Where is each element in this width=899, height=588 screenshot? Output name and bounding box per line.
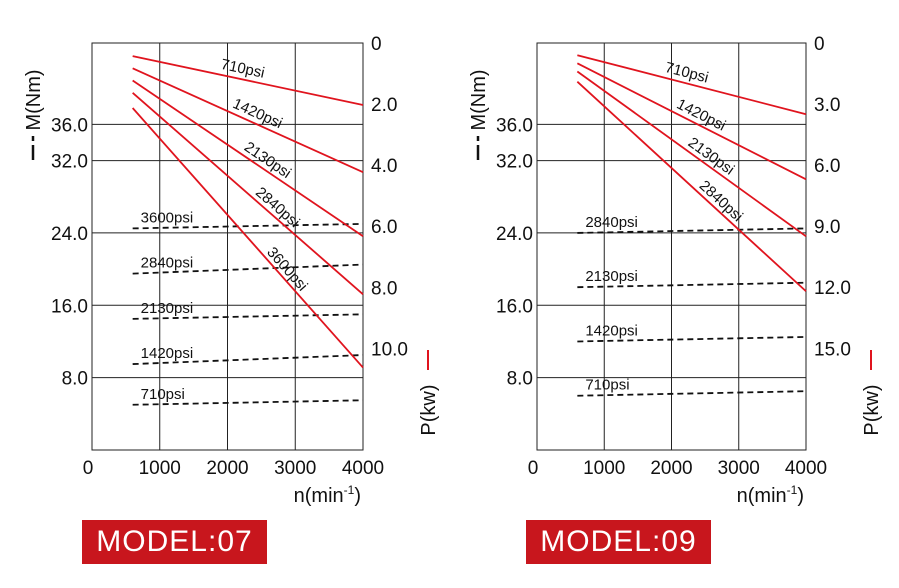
chart0-torque-label-3600psi: 3600psi — [141, 209, 194, 226]
chart1-x-tick-label: 4000 — [785, 458, 827, 479]
chart0-x-tick-label: 2000 — [206, 458, 248, 479]
chart0-y-right-tick-label: 0 — [371, 34, 382, 55]
chart1-y-left-tick-label: 16.0 — [496, 296, 533, 317]
chart1-y-left-tick-label: 8.0 — [507, 369, 533, 390]
chart1-y-right-tick-label: 3.0 — [814, 95, 840, 116]
chart0-y-left-tick-label: 24.0 — [51, 224, 88, 245]
chart0-power-label-3600psi: 3600psi — [263, 244, 311, 295]
chart1-x-tick-label: 3000 — [718, 458, 760, 479]
chart0-power-line-2840psi — [132, 92, 364, 295]
chart1-power-label-1420psi: 1420psi — [674, 96, 729, 135]
chart1-y-right-tick-label: 0 — [814, 34, 825, 55]
chart0-power-line-710psi — [132, 55, 364, 106]
chart0-y-left-axis-label: M(Nm) — [23, 69, 45, 130]
chart0-y-right-tick-label: 4.0 — [371, 156, 397, 177]
chart1-x-tick-label: 0 — [528, 458, 539, 479]
chart0-power-line-1420psi — [132, 67, 364, 173]
chart1-y-left-tick-label: 32.0 — [496, 152, 533, 173]
chart0-y-left-tick-label: 32.0 — [51, 152, 88, 173]
chart1-power-label-710psi: 710psi — [663, 59, 710, 87]
chart1-x-tick-label: 1000 — [583, 458, 625, 479]
model-07-badge: MODEL:07 — [82, 520, 267, 564]
chart0-torque-line-3600psi — [132, 222, 364, 230]
chart0-y-right-axis-label: P(kw) — [418, 384, 440, 435]
chart1-torque-line-2840psi — [577, 227, 807, 234]
chart0-y-right-tick-label: 2.0 — [371, 95, 397, 116]
chart0-torque-line-2840psi — [132, 263, 364, 275]
chart1-y-right-tick-label: 6.0 — [814, 156, 840, 177]
chart0-torque-label-2840psi: 2840psi — [141, 255, 194, 272]
chart0-torque-line-710psi — [132, 399, 364, 406]
chart0-y-right-tick-label: 10.0 — [371, 339, 408, 360]
chart0-torque-label-2130psi: 2130psi — [141, 300, 194, 317]
chart1-y-right-tick-label: 9.0 — [814, 217, 840, 238]
chart1-y-left-tick-label: 24.0 — [496, 224, 533, 245]
chart0-x-tick-label: 0 — [83, 458, 94, 479]
chart1-torque-label-710psi: 710psi — [585, 377, 629, 394]
model-09-badge: MODEL:09 — [526, 520, 711, 564]
chart0-y-right-tick-label: 8.0 — [371, 278, 397, 299]
chart0-power-label-1420psi: 1420psi — [230, 95, 285, 132]
chart0-power-line-3600psi — [131, 107, 364, 369]
chart0-x-tick-label: 3000 — [274, 458, 316, 479]
chart1-x-axis-label: n(min-1) — [737, 483, 804, 507]
chart0-torque-label-1420psi: 1420psi — [141, 345, 194, 362]
chart0-y-right-tick-label: 6.0 — [371, 217, 397, 238]
chart1-y-left-tick-label: 36.0 — [496, 115, 533, 136]
chart1-y-right-tick-label: 12.0 — [814, 278, 851, 299]
chart0-y-left-tick-label: 36.0 — [51, 115, 88, 136]
chart0-torque-line-2130psi — [132, 313, 364, 320]
chart0-y-left-tick-label: 16.0 — [51, 296, 88, 317]
chart1-torque-label-2840psi: 2840psi — [585, 214, 638, 231]
chart1-power-line-2840psi — [576, 81, 807, 292]
chart1-power-line-2130psi — [576, 70, 807, 238]
chart1-torque-line-2130psi — [577, 281, 807, 289]
chart1-y-right-tick-label: 15.0 — [814, 339, 851, 360]
chart0-torque-line-1420psi — [132, 354, 364, 365]
chart0-y-left-tick-label: 8.0 — [62, 369, 88, 390]
chart1-torque-label-2130psi: 2130psi — [585, 268, 638, 285]
chart1-power-line-1420psi — [576, 62, 807, 181]
chart1-torque-label-1420psi: 1420psi — [585, 322, 638, 339]
chart1-torque-line-710psi — [577, 390, 807, 397]
chart1-y-right-axis-label: P(kw) — [861, 384, 883, 435]
chart0-power-line-2130psi — [132, 79, 364, 238]
chart0-power-label-710psi: 710psi — [219, 56, 266, 82]
chart0-x-axis-label: n(min-1) — [294, 483, 361, 507]
chart1-y-left-axis-label: M(Nm) — [468, 69, 490, 130]
chart1-power-line-710psi — [577, 54, 807, 116]
chart0-x-tick-label: 1000 — [139, 458, 181, 479]
chart0-x-tick-label: 4000 — [342, 458, 384, 479]
chart0-torque-label-710psi: 710psi — [141, 386, 185, 403]
chart1-x-tick-label: 2000 — [650, 458, 692, 479]
chart1-torque-line-1420psi — [577, 336, 807, 343]
